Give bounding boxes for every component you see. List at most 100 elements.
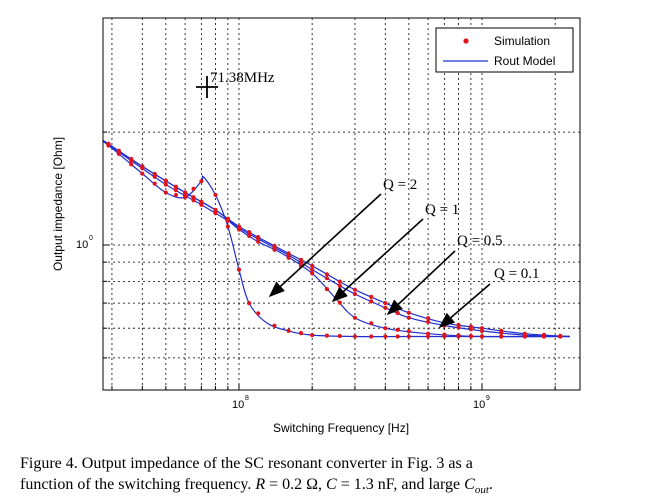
sim-point-s3-17 (286, 251, 291, 256)
q2-arrow (268, 193, 382, 298)
sim-point-s1-21 (337, 300, 342, 305)
q2-label: Q = 2 (383, 177, 417, 193)
caption-line-1: Figure 4. Output impedance of the SC res… (20, 455, 473, 472)
sim-point-s1-27 (426, 331, 431, 336)
q01-arrow (438, 283, 491, 329)
sim-point-s1-8 (183, 193, 188, 198)
sim-point-s3-15 (256, 235, 261, 240)
svg-text:10: 10 (232, 399, 244, 411)
sim-point-s0-26 (406, 334, 411, 339)
sim-point-s0-22 (352, 334, 357, 339)
q01-label: Q = 0.1 (494, 266, 540, 282)
sim-point-s0-21 (337, 333, 342, 339)
sim-point-s3-3 (129, 156, 134, 162)
sim-point-s3-33 (522, 331, 527, 336)
sim-point-s1-25 (395, 327, 400, 332)
sim-point-s3-26 (406, 310, 411, 315)
sim-point-s3-29 (456, 322, 461, 327)
plot-frame (102, 17, 581, 391)
sim-point-s3-16 (272, 243, 277, 248)
sim-point-s3-13 (236, 224, 242, 229)
sim-point-s0-11 (213, 192, 218, 197)
legend-sim-marker (463, 38, 469, 44)
svg-text:9: 9 (486, 395, 490, 402)
sim-point-s3-8 (183, 190, 188, 195)
sim-point-s1-28 (442, 332, 447, 337)
simulation-markers (106, 141, 563, 339)
model-curve-1 (103, 139, 570, 338)
sim-point-s0-20 (324, 333, 329, 338)
sim-point-s0-5 (152, 181, 157, 186)
sim-point-s2-23 (369, 299, 374, 304)
sim-point-s1-9 (191, 198, 196, 203)
sim-point-s3-22 (352, 287, 357, 292)
sim-point-s3-5 (152, 171, 157, 177)
sim-point-s0-24 (383, 334, 388, 339)
sim-point-s0-12 (225, 224, 230, 229)
sim-point-s3-24 (383, 301, 388, 306)
svg-text:10: 10 (76, 239, 88, 251)
sim-point-s2-22 (352, 291, 357, 297)
sim-point-s1-19 (310, 271, 315, 276)
sim-point-s1-31 (479, 334, 485, 339)
sim-point-s1-10 (199, 202, 204, 207)
sim-point-s2-20 (324, 276, 329, 281)
sim-point-s3-27 (426, 316, 431, 321)
plot-background (103, 18, 580, 390)
legend-model-label: Rout Model (494, 54, 555, 68)
caption-line-2: function of the switching frequency. R =… (20, 476, 493, 496)
svg-text:10: 10 (473, 399, 485, 411)
sim-point-s0-14 (247, 301, 252, 306)
y-tick-1e0: 10 0 (76, 235, 93, 251)
sim-point-s3-14 (247, 230, 252, 235)
svg-text:8: 8 (245, 395, 249, 402)
sim-point-s1-6 (163, 182, 168, 187)
sim-point-s3-7 (173, 184, 178, 189)
sim-point-s3-20 (324, 272, 329, 277)
sim-point-s3-18 (298, 257, 304, 262)
sim-point-s3-11 (213, 207, 218, 213)
sim-point-s2-27 (426, 319, 431, 324)
x-axis-label: Switching Frequency [Hz] (273, 421, 409, 435)
sim-point-s3-23 (369, 294, 374, 299)
sim-point-s3-12 (225, 216, 230, 221)
sim-point-s1-29 (456, 333, 461, 338)
sim-point-s0-9 (191, 186, 196, 191)
sim-point-s3-2 (116, 148, 121, 153)
sim-point-s3-32 (499, 328, 504, 333)
legend: Simulation Rout Model (435, 27, 574, 73)
sim-point-s1-26 (406, 329, 411, 334)
svg-text:0: 0 (89, 235, 93, 242)
sim-point-s2-26 (406, 315, 411, 320)
sim-point-s3-1 (106, 141, 111, 146)
sim-point-s3-30 (468, 324, 473, 329)
q1-label: Q = 1 (425, 202, 459, 218)
y-axis-label: Output impedance [Ohm] (51, 137, 65, 271)
sim-point-s1-7 (173, 188, 178, 193)
q1-arrow (331, 218, 424, 303)
figure-caption: Figure 4. Output impedance of the SC res… (20, 453, 650, 496)
sim-point-s3-6 (163, 178, 168, 183)
x-tick-1e9: 10 9 (473, 395, 490, 411)
x-tick-1e8: 10 8 (232, 395, 249, 411)
sim-point-s3-34 (541, 332, 547, 337)
sim-point-s0-25 (395, 334, 400, 339)
sim-point-s0-10 (199, 179, 204, 184)
impedance-chart: 10 8 10 9 10 0 Switching Frequency [Hz] … (51, 17, 581, 435)
sim-point-s1-24 (383, 326, 388, 331)
q05-arrow (386, 250, 456, 316)
sim-point-s0-4 (140, 171, 145, 176)
sim-point-s3-31 (479, 326, 485, 331)
sim-point-s0-18 (298, 331, 304, 336)
sim-point-s0-6 (163, 190, 168, 195)
sim-point-s2-19 (310, 267, 315, 272)
resonance-label: 71.38MHz (210, 70, 275, 86)
sim-point-s1-20 (324, 287, 329, 292)
sim-point-s0-3 (129, 162, 134, 167)
sim-point-s0-16 (272, 323, 277, 328)
sim-point-s0-23 (369, 334, 374, 339)
sim-point-s0-7 (173, 192, 178, 198)
sim-point-s0-15 (256, 311, 261, 316)
resonance-marker (196, 76, 218, 98)
sim-point-s2-25 (395, 310, 400, 316)
